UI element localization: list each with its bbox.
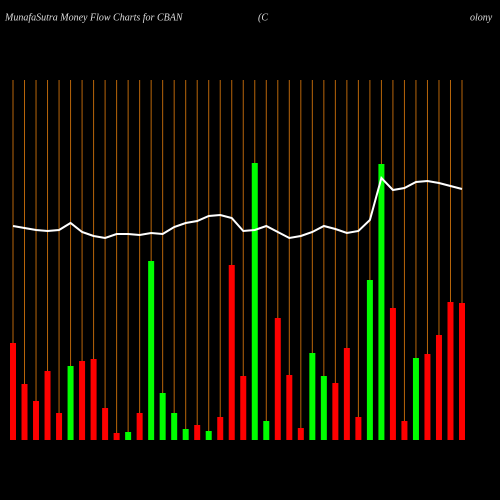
bar (424, 354, 431, 440)
bar (148, 261, 155, 440)
bar (332, 383, 339, 440)
bar (67, 366, 74, 440)
bar (447, 302, 454, 440)
bar (79, 361, 86, 440)
bar (182, 429, 189, 440)
bar (205, 431, 212, 440)
bar (159, 393, 166, 440)
bar (389, 308, 396, 440)
bar (401, 421, 408, 440)
bar (194, 425, 201, 440)
bar (263, 421, 270, 440)
bar (10, 343, 16, 440)
bar (44, 371, 51, 440)
bar (355, 417, 362, 440)
bar (240, 376, 247, 440)
bar (435, 335, 442, 440)
bar (286, 375, 293, 440)
bar (343, 348, 350, 440)
bar (33, 401, 40, 440)
bar (378, 164, 385, 440)
bar (251, 163, 258, 440)
bar (297, 428, 304, 440)
chart-title: (C (258, 12, 268, 23)
chart-title: MunafaSutra Money Flow Charts for CBAN (4, 12, 184, 23)
bar (459, 303, 465, 440)
bar (125, 432, 132, 440)
bar (102, 408, 109, 440)
bar (366, 280, 373, 440)
money-flow-line (12, 176, 463, 240)
bar (136, 413, 143, 440)
chart-title: olony (470, 12, 493, 23)
bar (228, 265, 235, 440)
bar (21, 384, 28, 440)
bar (309, 353, 316, 440)
bar (412, 358, 419, 440)
bar (171, 413, 178, 440)
bar (320, 376, 327, 440)
bar (217, 417, 224, 440)
bar (113, 433, 120, 440)
bar (274, 318, 281, 440)
bar (56, 413, 63, 440)
bar (90, 359, 97, 440)
